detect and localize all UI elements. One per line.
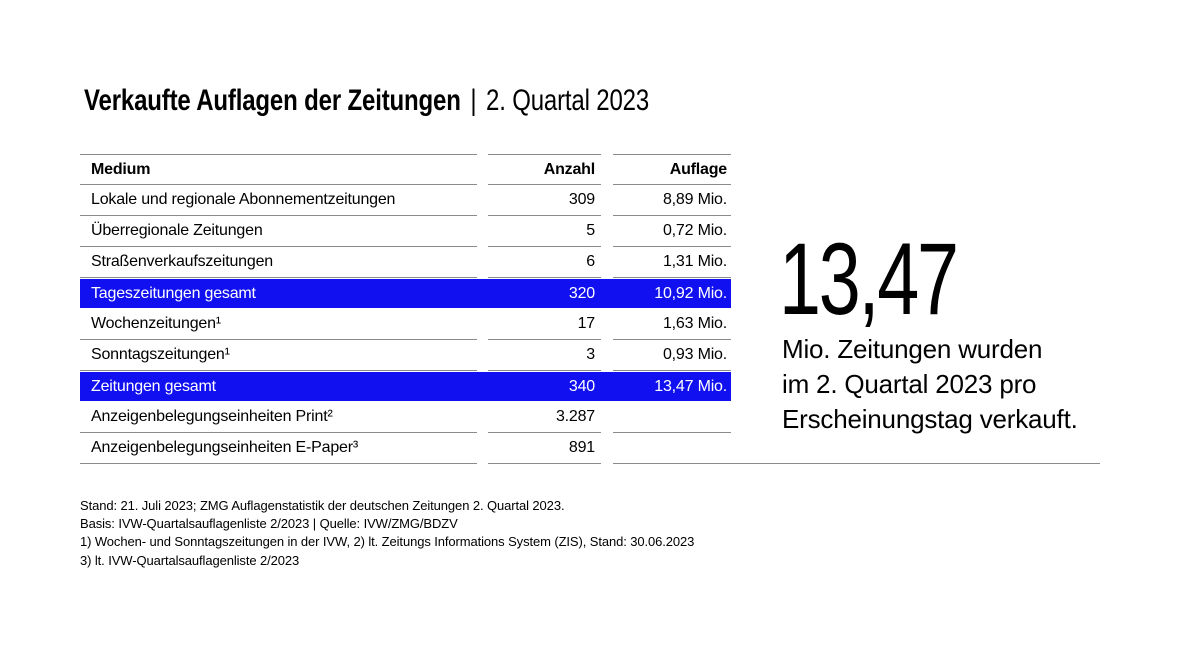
callout-line-3: Erscheinungstag verkauft.: [782, 404, 1078, 434]
cell-auflage: [613, 402, 731, 433]
footnote-line-3: 1) Wochen- und Sonntagszeitungen in der …: [80, 534, 695, 550]
table-body: Lokale und regionale Abonnementzeitungen…: [80, 185, 731, 464]
cell-auflage: [613, 433, 731, 464]
table-row: Sonntagszeitungen¹ 3 0,93 Mio.: [80, 340, 731, 371]
table-row: Tageszeitungen gesamt 320 10,92 Mio.: [80, 279, 731, 308]
column-gap: [477, 402, 488, 433]
footnotes: Stand: 21. Juli 2023; ZMG Auflagenstatis…: [80, 497, 694, 570]
title-period: 2. Quartal 2023: [486, 84, 650, 117]
callout-big-number: 13,47: [779, 222, 959, 336]
callout-line-1: Mio. Zeitungen wurden: [782, 334, 1043, 364]
column-gap: [477, 185, 488, 216]
column-gap: [477, 433, 488, 464]
cell-auflage: 10,92 Mio.: [654, 284, 727, 302]
table-header-row: Medium Anzahl Auflage: [80, 154, 731, 185]
cell-auflage: 13,47 Mio.: [654, 377, 727, 395]
column-gap: [601, 433, 613, 464]
cell-auflage: 0,93 Mio.: [613, 340, 731, 371]
cell-anzahl: 6: [488, 247, 601, 278]
cell-medium: Tageszeitungen gesamt: [91, 284, 256, 302]
cell-auflage: 0,72 Mio.: [613, 216, 731, 247]
bottom-rule-extension: [731, 463, 1100, 464]
cell-medium: Straßenverkaufszeitungen: [80, 247, 477, 278]
cell-anzahl: 309: [488, 185, 601, 216]
cell-anzahl: 320: [568, 284, 595, 302]
column-gap: [601, 185, 613, 216]
header-medium: Medium: [80, 154, 477, 185]
footnote-line-2: Basis: IVW-Quartalsauflagenliste 2/2023 …: [80, 516, 458, 532]
cell-medium: Zeitungen gesamt: [91, 377, 216, 395]
cell-anzahl: 5: [488, 216, 601, 247]
table-row: Straßenverkaufszeitungen 6 1,31 Mio.: [80, 247, 731, 278]
column-gap: [477, 247, 488, 278]
header-anzahl: Anzahl: [488, 154, 601, 185]
cell-medium: Anzeigenbelegungseinheiten Print²: [80, 402, 477, 433]
footnote-line-1: Stand: 21. Juli 2023; ZMG Auflagenstatis…: [80, 498, 565, 513]
cell-anzahl: 891: [488, 433, 601, 464]
column-gap: [477, 340, 488, 371]
column-gap: [601, 247, 613, 278]
column-gap: [601, 309, 613, 340]
table-row: Anzeigenbelegungseinheiten E-Paper³ 891: [80, 433, 731, 464]
cell-medium: Wochenzeitungen¹: [80, 309, 477, 340]
column-gap: [601, 372, 613, 401]
column-gap: [601, 154, 613, 185]
cell-medium: Anzeigenbelegungseinheiten E-Paper³: [80, 433, 477, 464]
column-gap: [601, 402, 613, 433]
cell-medium: Überregionale Zeitungen: [80, 216, 477, 247]
title-separator: |: [470, 84, 477, 117]
column-gap: [601, 340, 613, 371]
column-gap: [477, 372, 488, 401]
cell-medium: Sonntagszeitungen¹: [80, 340, 477, 371]
table-row: Überregionale Zeitungen 5 0,72 Mio.: [80, 216, 731, 247]
circulation-table: Medium Anzahl Auflage Lokale und regiona…: [80, 154, 731, 464]
page-title: Verkaufte Auflagen der Zeitungen | 2. Quar…: [84, 84, 649, 118]
column-gap: [601, 279, 613, 308]
header-auflage: Auflage: [613, 154, 731, 185]
table-row: Zeitungen gesamt 340 13,47 Mio.: [80, 372, 731, 401]
cell-anzahl: 3: [488, 340, 601, 371]
cell-medium: Lokale und regionale Abonnementzeitungen: [80, 185, 477, 216]
column-gap: [477, 279, 488, 308]
column-gap: [477, 216, 488, 247]
callout-text: Mio. Zeitungen wurden im 2. Quartal 2023…: [782, 332, 1078, 437]
title-main: Verkaufte Auflagen der Zeitungen: [84, 84, 461, 117]
table-row: Anzeigenbelegungseinheiten Print² 3.287: [80, 402, 731, 433]
callout-line-2: im 2. Quartal 2023 pro: [782, 369, 1037, 399]
table-row: Wochenzeitungen¹ 17 1,63 Mio.: [80, 309, 731, 340]
table-row: Lokale und regionale Abonnementzeitungen…: [80, 185, 731, 216]
cell-anzahl: 3.287: [488, 402, 601, 433]
cell-auflage: 1,63 Mio.: [613, 309, 731, 340]
cell-auflage: 8,89 Mio.: [613, 185, 731, 216]
footnote-line-4: 3) lt. IVW-Quartalsauflagenliste 2/2023: [80, 552, 300, 568]
cell-anzahl: 17: [488, 309, 601, 340]
cell-auflage: 1,31 Mio.: [613, 247, 731, 278]
cell-anzahl: 340: [568, 377, 595, 395]
column-gap: [477, 309, 488, 340]
column-gap: [477, 154, 488, 185]
column-gap: [601, 216, 613, 247]
